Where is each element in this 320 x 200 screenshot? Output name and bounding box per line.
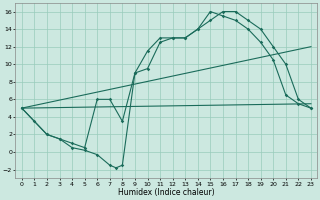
X-axis label: Humidex (Indice chaleur): Humidex (Indice chaleur) (118, 188, 215, 197)
